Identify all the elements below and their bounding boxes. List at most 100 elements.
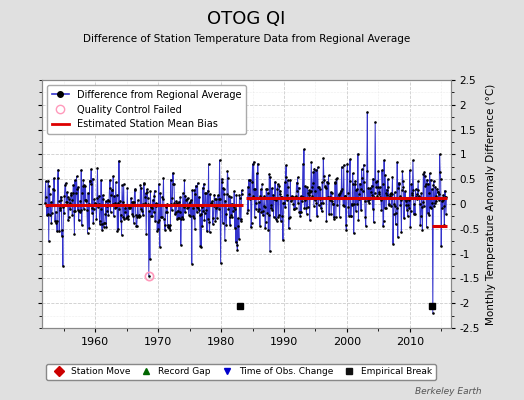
Point	[144, 194, 152, 201]
Point	[121, 205, 129, 211]
Point	[309, 168, 318, 175]
Point	[54, 166, 62, 173]
Point	[439, 192, 447, 198]
Point	[373, 192, 381, 199]
Point	[421, 173, 429, 180]
Point	[133, 222, 141, 229]
Point	[252, 206, 260, 212]
Point	[365, 196, 373, 203]
Point	[267, 202, 276, 208]
Point	[308, 193, 316, 199]
Point	[325, 194, 334, 200]
Point	[151, 218, 159, 224]
Point	[274, 214, 282, 220]
Point	[269, 214, 278, 220]
Point	[174, 198, 183, 205]
Point	[428, 186, 436, 192]
Point	[53, 174, 62, 181]
Point	[410, 211, 418, 218]
Point	[326, 189, 335, 195]
Point	[184, 211, 193, 218]
Point	[53, 228, 61, 235]
Point	[150, 192, 158, 199]
Point	[296, 212, 304, 219]
Point	[172, 198, 180, 204]
Point	[107, 187, 116, 194]
Point	[363, 168, 371, 174]
Point	[209, 221, 217, 227]
Point	[334, 195, 342, 201]
Point	[117, 212, 125, 218]
Point	[374, 184, 382, 190]
Point	[220, 191, 228, 197]
Point	[419, 199, 427, 205]
Point	[196, 242, 204, 249]
Point	[319, 155, 328, 161]
Point	[201, 210, 209, 216]
Point	[284, 183, 292, 190]
Point	[161, 209, 170, 216]
Point	[93, 165, 102, 171]
Point	[316, 205, 325, 211]
Point	[411, 186, 420, 192]
Point	[169, 170, 177, 176]
Point	[290, 206, 299, 213]
Point	[152, 203, 160, 209]
Point	[115, 206, 124, 212]
Point	[270, 196, 278, 202]
Point	[414, 178, 422, 185]
Point	[105, 198, 113, 204]
Point	[155, 217, 163, 223]
Point	[374, 168, 383, 174]
Point	[400, 215, 408, 222]
Point	[84, 200, 93, 207]
Point	[277, 218, 285, 224]
Point	[341, 192, 350, 199]
Point	[150, 188, 159, 194]
Point	[285, 225, 293, 232]
Point	[159, 196, 167, 202]
Point	[431, 184, 440, 190]
Point	[434, 188, 442, 195]
Point	[274, 181, 282, 188]
Point	[372, 179, 380, 186]
Point	[263, 186, 271, 192]
Point	[51, 218, 59, 224]
Point	[306, 189, 314, 196]
Point	[326, 196, 334, 203]
Point	[79, 183, 87, 190]
Point	[167, 176, 175, 183]
Point	[179, 190, 187, 196]
Point	[339, 202, 347, 208]
Point	[135, 212, 144, 218]
Point	[440, 222, 449, 228]
Point	[176, 209, 184, 215]
Point	[422, 181, 430, 188]
Point	[108, 186, 116, 193]
Point	[103, 208, 112, 214]
Point	[102, 198, 110, 204]
Point	[364, 198, 372, 204]
Point	[244, 207, 253, 213]
Point	[80, 206, 88, 212]
Point	[191, 191, 200, 198]
Point	[381, 172, 389, 178]
Point	[335, 191, 343, 198]
Point	[67, 192, 75, 198]
Point	[386, 191, 395, 198]
Point	[61, 182, 69, 188]
Point	[191, 226, 199, 232]
Point	[376, 194, 385, 201]
Point	[344, 190, 352, 196]
Point	[285, 215, 293, 221]
Point	[273, 186, 281, 192]
Point	[272, 218, 281, 224]
Point	[401, 197, 410, 204]
Point	[225, 213, 234, 220]
Point	[170, 200, 179, 206]
Point	[138, 201, 147, 207]
Point	[353, 200, 362, 207]
Point	[322, 185, 330, 191]
Point	[72, 173, 81, 180]
Point	[301, 183, 309, 189]
